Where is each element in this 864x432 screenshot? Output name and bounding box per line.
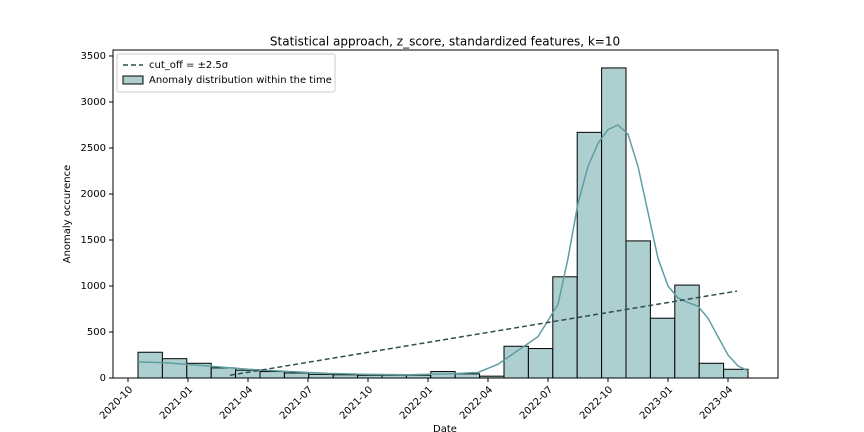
x-tick-label: 2021-04 xyxy=(218,384,255,421)
x-tick-label: 2022-10 xyxy=(578,384,615,421)
y-tick-label: 2000 xyxy=(81,189,106,200)
x-tick-label: 2021-07 xyxy=(278,384,315,421)
y-tick-label: 3000 xyxy=(81,97,106,108)
legend: cut_off = ±2.5σ Anomaly distribution with… xyxy=(116,53,336,93)
x-tick-label: 2023-01 xyxy=(638,384,675,421)
plot-frame xyxy=(112,49,779,379)
histogram-bar xyxy=(552,276,578,379)
histogram-bar xyxy=(576,131,603,379)
histogram-bar xyxy=(259,371,285,379)
trend-line xyxy=(229,290,738,376)
legend-label: Anomaly distribution within the time xyxy=(149,75,332,86)
histogram-bar xyxy=(527,348,554,379)
histogram-bar xyxy=(601,67,627,379)
chart-title: Statistical approach, z_score, standardi… xyxy=(270,35,620,49)
histogram-bar xyxy=(698,362,725,379)
histogram-bar xyxy=(723,368,749,379)
legend-box xyxy=(116,53,336,93)
histogram-bar xyxy=(210,367,237,379)
x-tick-label: 2022-07 xyxy=(518,384,555,421)
x-tick-label: 2021-10 xyxy=(338,384,375,421)
histogram-bar xyxy=(283,372,310,379)
y-tick-label: 3500 xyxy=(81,51,106,62)
histogram-bar xyxy=(625,240,651,379)
y-tick-label: 500 xyxy=(87,327,106,338)
kde-line xyxy=(137,124,749,376)
y-tick-label: 0 xyxy=(100,373,106,384)
y-axis-label: Anomaly occurence xyxy=(62,165,73,264)
histogram-bar xyxy=(137,351,163,379)
histogram-bar xyxy=(454,373,481,379)
x-axis-label: Date xyxy=(433,424,457,432)
x-tick-label: 2023-04 xyxy=(698,384,735,421)
x-tick-label: 2021-01 xyxy=(158,384,195,421)
y-tick-label: 2500 xyxy=(81,143,106,154)
y-tick-label: 1000 xyxy=(81,281,106,292)
x-tick-label: 2020-10 xyxy=(98,384,135,421)
x-tick-label: 2022-04 xyxy=(458,384,495,421)
histogram-bar xyxy=(674,284,700,379)
x-tick-label: 2022-01 xyxy=(398,384,435,421)
histogram-bar xyxy=(308,373,334,379)
legend-label: cut_off = ±2.5σ xyxy=(149,60,229,71)
histogram-bar xyxy=(161,358,188,379)
histogram-bar xyxy=(649,317,676,379)
legend-hist-swatch xyxy=(122,75,144,85)
y-tick-label: 1500 xyxy=(81,235,106,246)
